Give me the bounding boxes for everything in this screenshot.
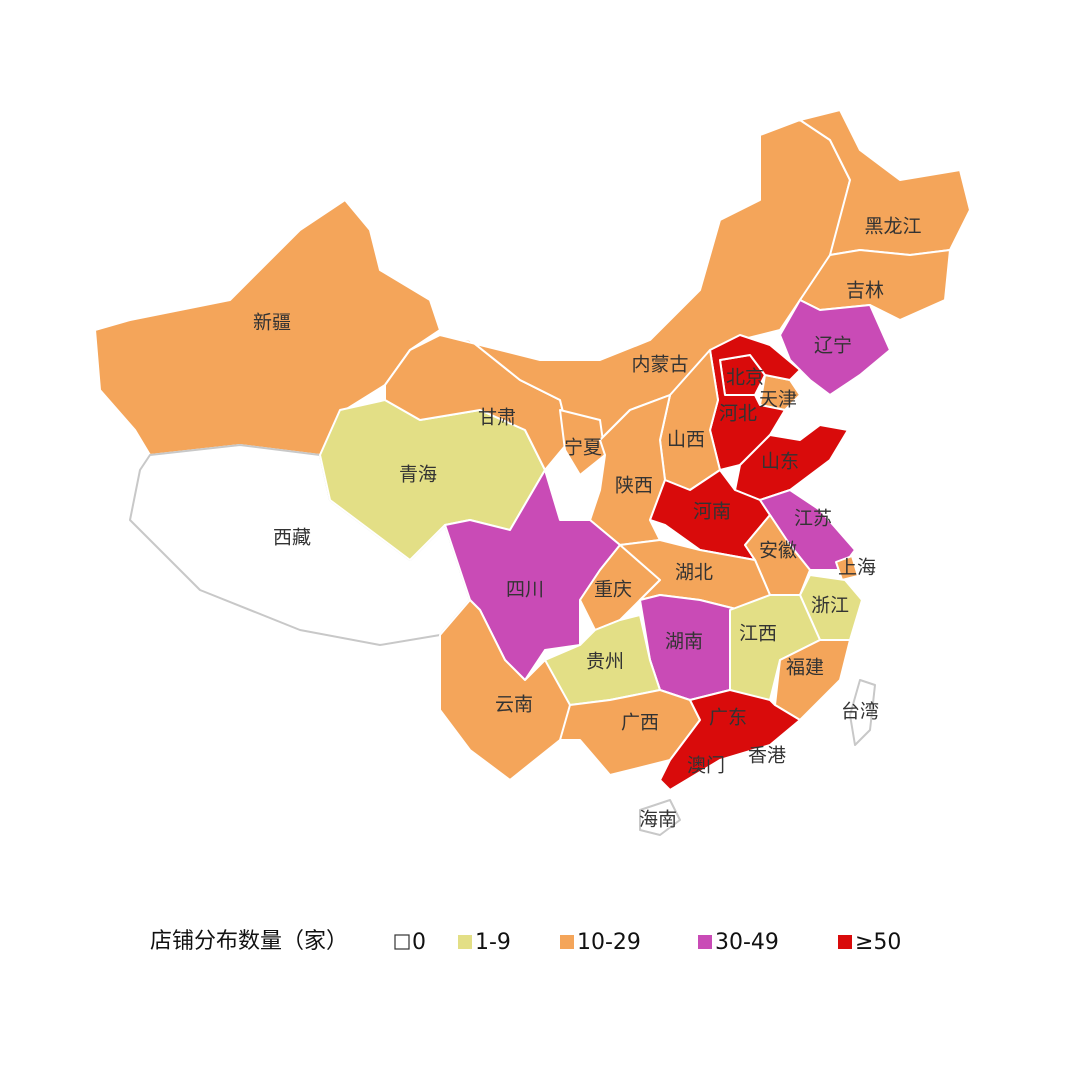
region (94, 199, 441, 456)
region-label: 澳门 (687, 755, 725, 777)
legend: 店铺分布数量（家） 0 1-9 10-29 30-49 ≥50 (150, 929, 901, 955)
region-label: 青海 (399, 464, 437, 486)
region (659, 689, 801, 791)
region-label: 海南 (639, 809, 677, 831)
region (639, 799, 681, 836)
legend-label: 1-9 (475, 930, 511, 955)
legend-swatch (698, 935, 712, 949)
region-label: 台湾 (841, 701, 879, 723)
region-label: 江西 (739, 623, 777, 645)
legend-swatch (458, 935, 472, 949)
region-label: 湖南 (665, 631, 703, 653)
legend-label: ≥50 (855, 930, 901, 955)
region-label: 贵州 (586, 651, 624, 673)
regions (94, 109, 971, 836)
region-label: 广西 (621, 712, 659, 734)
legend-swatch (394, 934, 410, 950)
region-label: 重庆 (594, 579, 632, 601)
region-label: 内蒙古 (631, 354, 688, 376)
region (849, 679, 876, 746)
region-label: 云南 (495, 694, 533, 716)
region-label: 山西 (667, 429, 705, 451)
legend-swatch (838, 935, 852, 949)
legend-title: 店铺分布数量（家） (150, 929, 348, 954)
region-label: 河南 (693, 501, 731, 523)
region-label: 四川 (506, 579, 544, 601)
region-label: 河北 (719, 403, 757, 425)
region-label: 宁夏 (564, 437, 602, 459)
region-label: 福建 (786, 657, 824, 679)
region (835, 555, 859, 581)
legend-label: 10-29 (577, 930, 641, 955)
region-label: 甘肃 (478, 407, 516, 429)
region-label: 安徽 (759, 540, 797, 562)
legend-label: 0 (412, 930, 426, 955)
region-label: 湖北 (675, 562, 713, 584)
region (559, 409, 606, 476)
region-label: 广东 (709, 707, 747, 729)
region-label: 新疆 (253, 312, 291, 334)
region-label: 上海 (838, 557, 876, 579)
region-label: 辽宁 (814, 335, 852, 357)
region-label: 天津 (759, 389, 797, 411)
region-label: 江苏 (794, 508, 832, 530)
region-label: 黑龙江 (864, 216, 921, 238)
region (729, 594, 821, 701)
region-label: 香港 (748, 745, 786, 767)
region (779, 299, 891, 396)
region-label: 吉林 (846, 280, 884, 302)
region-label: 山东 (761, 451, 799, 473)
legend-label: 30-49 (715, 930, 779, 955)
region-label: 浙江 (811, 595, 849, 617)
region-label: 陕西 (615, 475, 653, 497)
region-label: 西藏 (273, 527, 311, 549)
region (589, 394, 671, 546)
region-label: 北京 (726, 367, 764, 389)
legend-swatch (560, 935, 574, 949)
